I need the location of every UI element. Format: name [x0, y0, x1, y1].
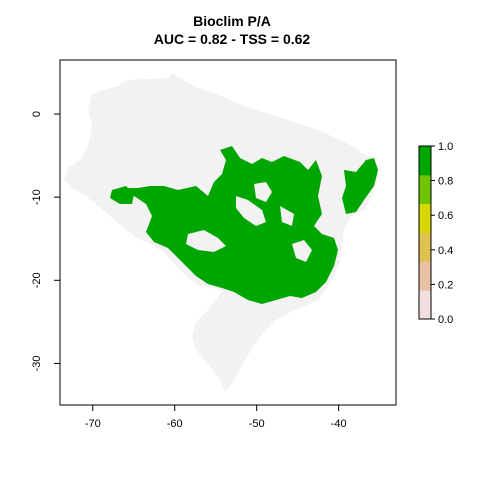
y-tick-label: -10: [31, 189, 43, 205]
legend-tick-label: 0.0: [438, 314, 453, 326]
legend-tick-label: 0.6: [438, 210, 453, 222]
presence-area-main: [128, 146, 338, 304]
absence-gap-5: [320, 190, 338, 214]
map-panel: [64, 73, 378, 392]
x-tick-label: -40: [331, 418, 347, 430]
legend-tick-label: 1.0: [438, 141, 453, 153]
legend-frame: [418, 145, 432, 320]
legend-color-segment: [419, 290, 431, 320]
x-tick-label: -50: [249, 418, 265, 430]
legend-color-segment: [419, 174, 431, 205]
map-subtitle: AUC = 0.82 - TSS = 0.62: [154, 31, 311, 47]
x-tick-label: -70: [85, 418, 101, 430]
presence-area-northeast: [342, 158, 378, 214]
color-legend: 0.0 0.2 0.4 0.6 0.8 1.0: [418, 141, 453, 326]
map-title: Bioclim P/A: [193, 13, 271, 29]
y-tick-label: -30: [31, 355, 43, 371]
absence-gap-1: [186, 230, 226, 252]
legend-color-segment: [419, 203, 431, 233]
absence-gap-4: [292, 240, 312, 262]
absence-gap-2: [254, 182, 272, 202]
presence-area-west: [110, 186, 134, 204]
y-axis: 0 -10 -20 -30: [31, 111, 60, 371]
legend-color-segment: [419, 261, 431, 291]
legend-tick-label: 0.4: [438, 245, 453, 257]
x-tick-label: -60: [167, 418, 183, 430]
absence-gap-6: [280, 206, 294, 226]
legend-tick-label: 0.8: [438, 176, 453, 188]
y-tick-label: 0: [31, 111, 43, 117]
y-tick-label: -20: [31, 272, 43, 288]
legend-color-segment: [419, 146, 431, 176]
plot-frame: [59, 59, 397, 406]
x-axis: -70 -60 -50 -40: [85, 405, 347, 430]
absence-gap-3: [236, 196, 266, 226]
legend-color-segment: [419, 232, 431, 262]
legend-tick-label: 0.2: [438, 279, 453, 291]
